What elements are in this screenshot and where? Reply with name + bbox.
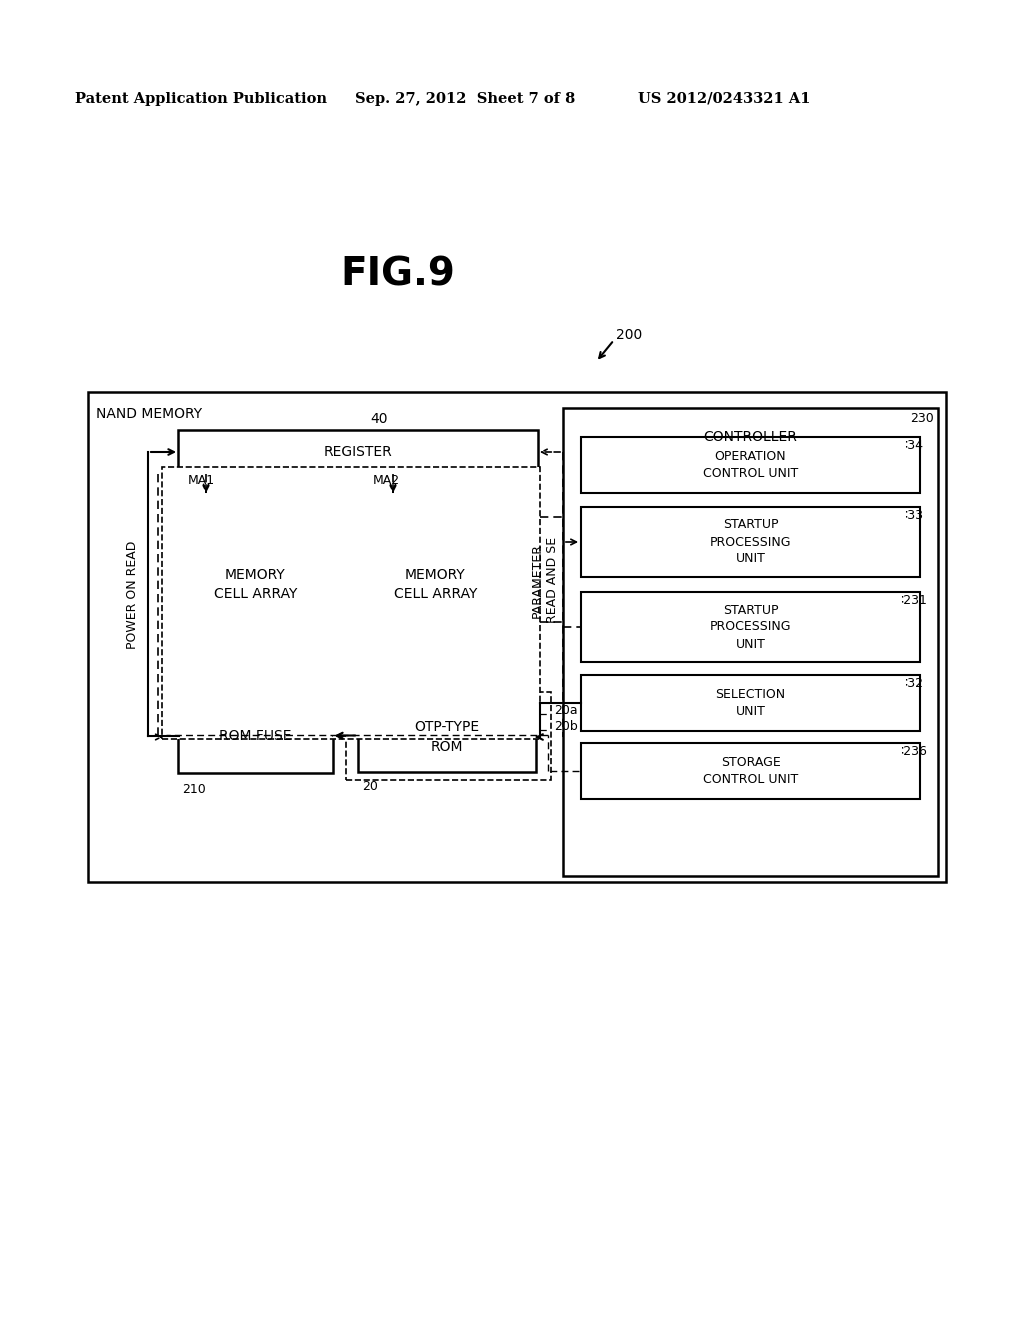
Text: 20a: 20a [554,705,578,718]
Bar [563,408,938,876]
Text: 230: 230 [910,412,934,425]
Bar [178,492,333,677]
Text: ∶231: ∶231 [900,594,927,607]
Bar [358,702,536,772]
Text: MA2: MA2 [373,474,400,487]
Text: Patent Application Publication: Patent Application Publication [75,92,327,106]
Text: ∶34: ∶34 [904,440,923,451]
Bar [88,392,946,882]
Text: MEMORY
CELL ARRAY: MEMORY CELL ARRAY [214,568,297,601]
Text: 20b: 20b [554,721,578,734]
Text: CONTROLLER: CONTROLLER [703,430,798,444]
Text: 200: 200 [616,327,642,342]
Text: 210: 210 [182,783,206,796]
Bar [358,492,513,677]
Text: SELECTION
UNIT: SELECTION UNIT [716,688,785,718]
Text: 40: 40 [370,412,387,426]
Bar [162,467,540,739]
Text: STARTUP
PROCESSING
UNIT: STARTUP PROCESSING UNIT [710,603,792,651]
Bar [581,743,920,799]
Bar [178,698,333,774]
Text: ∶33: ∶33 [904,510,923,521]
Text: ∶236: ∶236 [900,744,927,758]
Text: OPERATION
CONTROL UNIT: OPERATION CONTROL UNIT [702,450,798,480]
Text: 20: 20 [362,780,378,793]
Text: PARAMETER
READ AND SE: PARAMETER READ AND SE [530,537,559,623]
Text: STARTUP
PROCESSING
UNIT: STARTUP PROCESSING UNIT [710,519,792,565]
Text: NAND MEMORY: NAND MEMORY [96,407,202,421]
Bar [581,675,920,731]
Text: MEMORY
CELL ARRAY: MEMORY CELL ARRAY [394,568,477,601]
Bar [346,692,551,780]
Text: REGISTER: REGISTER [324,445,392,459]
Text: OTP-TYPE
ROM: OTP-TYPE ROM [415,721,479,754]
Text: STORAGE
CONTROL UNIT: STORAGE CONTROL UNIT [702,756,798,785]
Text: POWER ON READ: POWER ON READ [127,541,139,649]
Bar [581,591,920,663]
Bar [581,437,920,492]
Bar [178,430,538,474]
Text: Sep. 27, 2012  Sheet 7 of 8: Sep. 27, 2012 Sheet 7 of 8 [355,92,575,106]
Text: FIG.9: FIG.9 [341,255,456,293]
Text: ∶32: ∶32 [904,677,923,690]
Text: MA1: MA1 [188,474,215,487]
Bar [581,507,920,577]
Text: ROM FUSE: ROM FUSE [219,729,292,742]
Text: US 2012/0243321 A1: US 2012/0243321 A1 [638,92,811,106]
